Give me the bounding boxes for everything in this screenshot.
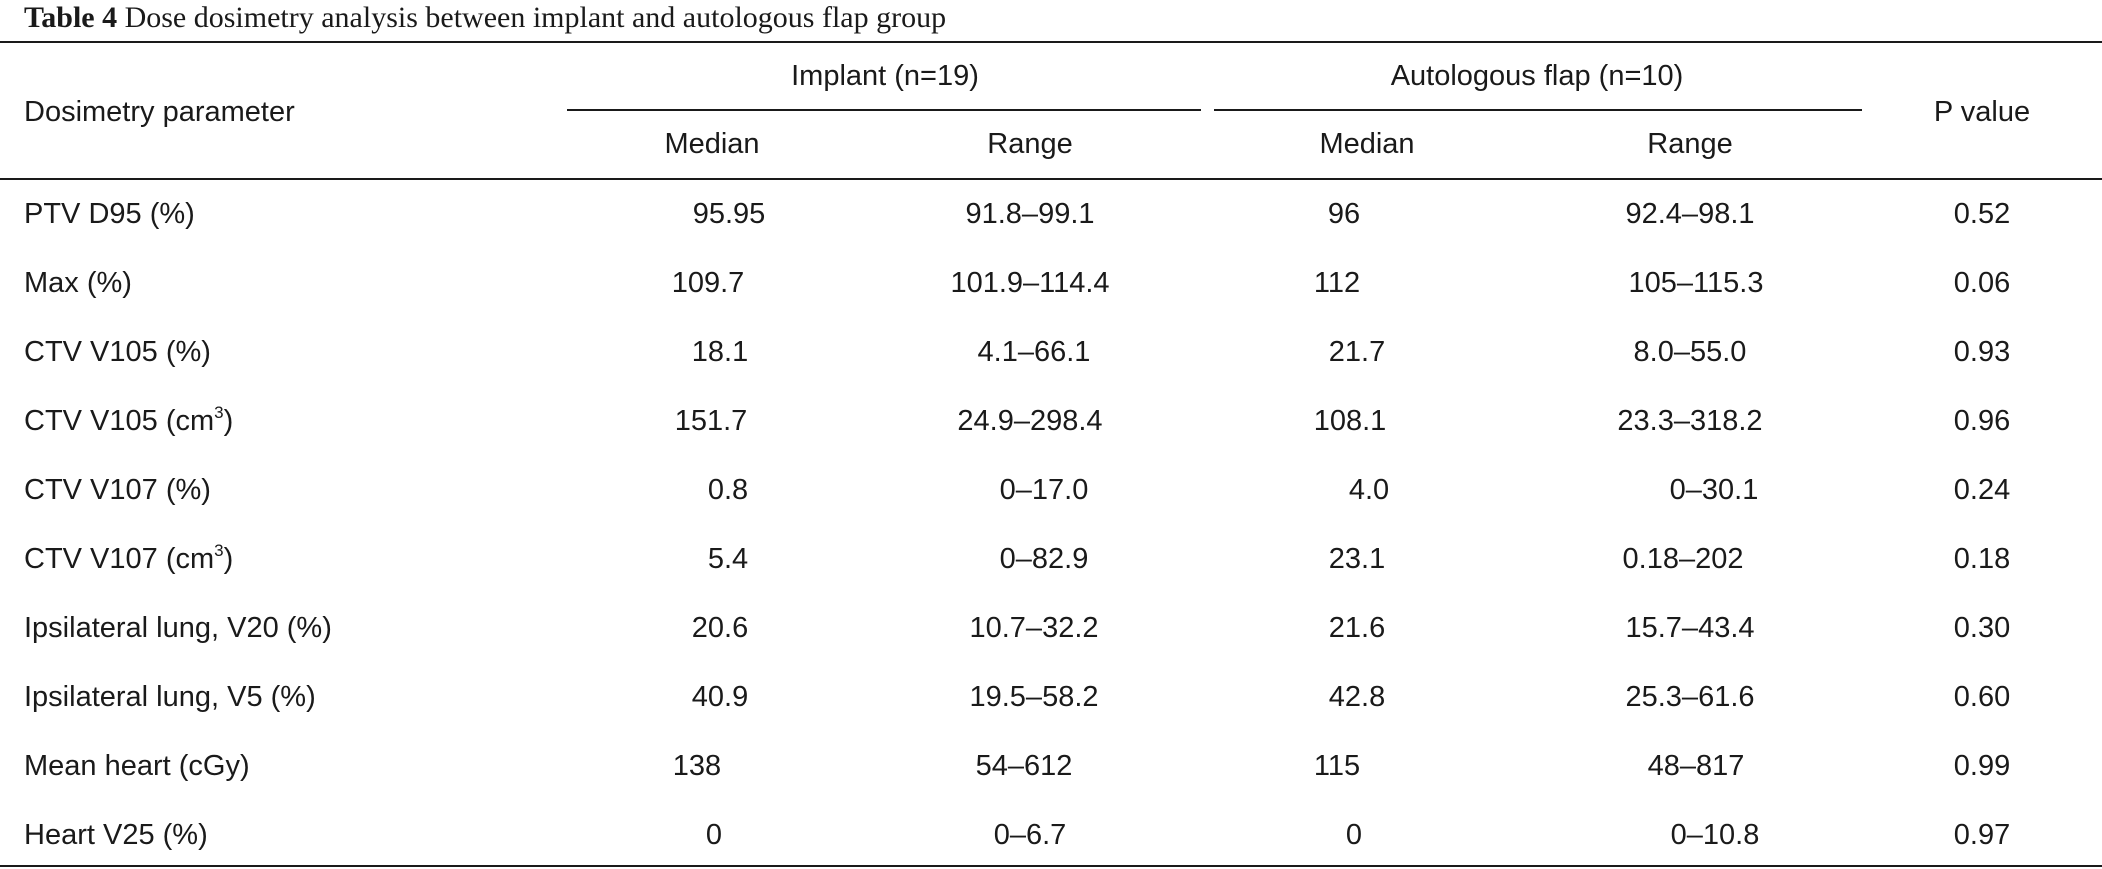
p-value: 0.24 [1953,474,2011,506]
autologous-range: 0.18–202 [1622,543,1744,575]
row-parameter: PTV D95 (%) [24,198,195,230]
header-implant: Implant (n=19) [791,60,979,92]
p-value: 0.60 [1953,681,2011,713]
autologous-median: 4.0 [1348,474,1390,506]
autologous-range: 15.7–43.4 [1625,612,1755,644]
implant-range: 4.1–66.1 [977,336,1091,368]
autologous-median: 23.1 [1328,543,1386,575]
autologous-range: 8.0–55.0 [1633,336,1747,368]
header-implant-median: Median [664,128,760,160]
autologous-range: 0–30.1 [1669,474,1759,506]
header-rule [0,178,2102,180]
bottom-rule [0,865,2102,867]
autologous-median: 108.1 [1313,405,1387,437]
table-title: Dose dosimetry analysis between implant … [124,1,947,34]
row-parameter: Ipsilateral lung, V20 (%) [24,612,332,644]
autologous-median: 21.6 [1328,612,1386,644]
autologous-median: 96 [1327,198,1361,230]
implant-range: 10.7–32.2 [969,612,1099,644]
implant-median: 40.9 [691,681,749,713]
implant-median: 109.7 [671,267,745,299]
implant-median: 138 [672,750,722,782]
implant-median: 18.1 [691,336,749,368]
top-rule [0,41,2102,43]
implant-median: 151.7 [674,405,748,437]
autologous-median: 0 [1345,819,1363,851]
p-value: 0.06 [1953,267,2011,299]
header-autologous-median: Median [1319,128,1415,160]
p-value: 0.52 [1953,198,2011,230]
p-value: 0.30 [1953,612,2011,644]
implant-range: 54–612 [975,750,1073,782]
autologous-range: 0–10.8 [1670,819,1760,851]
implant-median: 5.4 [707,543,749,575]
header-autologous-range: Range [1647,128,1733,160]
autologous-range: 92.4–98.1 [1625,198,1755,230]
implant-median: 0 [705,819,723,851]
implant-range: 0–82.9 [999,543,1089,575]
row-parameter: CTV V107 (%) [24,474,211,506]
p-value: 0.93 [1953,336,2011,368]
row-parameter: Heart V25 (%) [24,819,208,851]
row-parameter: CTV V105 (cm3) [24,403,234,437]
implant-range: 0–17.0 [999,474,1089,506]
autologous-range: 23.3–318.2 [1617,405,1763,437]
table-label: Table 4 [24,1,118,34]
p-value: 0.18 [1953,543,2011,575]
autologous-median: 112 [1313,267,1361,299]
implant-median: 0.8 [707,474,749,506]
implant-range: 0–6.7 [993,819,1067,851]
implant-range: 19.5–58.2 [969,681,1099,713]
implant-range: 101.9–114.4 [950,267,1110,299]
autologous-range: 25.3–61.6 [1625,681,1755,713]
p-value: 0.99 [1953,750,2011,782]
p-value: 0.97 [1953,819,2011,851]
implant-range: 24.9–298.4 [957,405,1103,437]
implant-median: 95.95 [692,198,766,230]
row-parameter: CTV V105 (%) [24,336,211,368]
autologous-median: 42.8 [1328,681,1386,713]
row-parameter: Mean heart (cGy) [24,750,250,782]
autologous-median: 115 [1313,750,1361,782]
autologous-range: 48–817 [1647,750,1745,782]
autologous-group-rule [1214,109,1862,111]
autologous-range: 105–115.3 [1628,267,1764,299]
row-parameter: Max (%) [24,267,132,299]
row-parameter: Ipsilateral lung, V5 (%) [24,681,316,713]
header-autologous: Autologous flap (n=10) [1390,60,1684,92]
p-value: 0.96 [1953,405,2011,437]
header-parameter: Dosimetry parameter [24,96,295,128]
implant-median: 20.6 [691,612,749,644]
autologous-median: 21.7 [1328,336,1386,368]
table-caption: Table 4 Dose dosimetry analysis between … [24,0,946,40]
header-implant-range: Range [987,128,1073,160]
implant-range: 91.8–99.1 [965,198,1095,230]
header-p-value: P value [1933,96,2031,128]
implant-group-rule [567,109,1201,111]
row-parameter: CTV V107 (cm3) [24,541,234,575]
